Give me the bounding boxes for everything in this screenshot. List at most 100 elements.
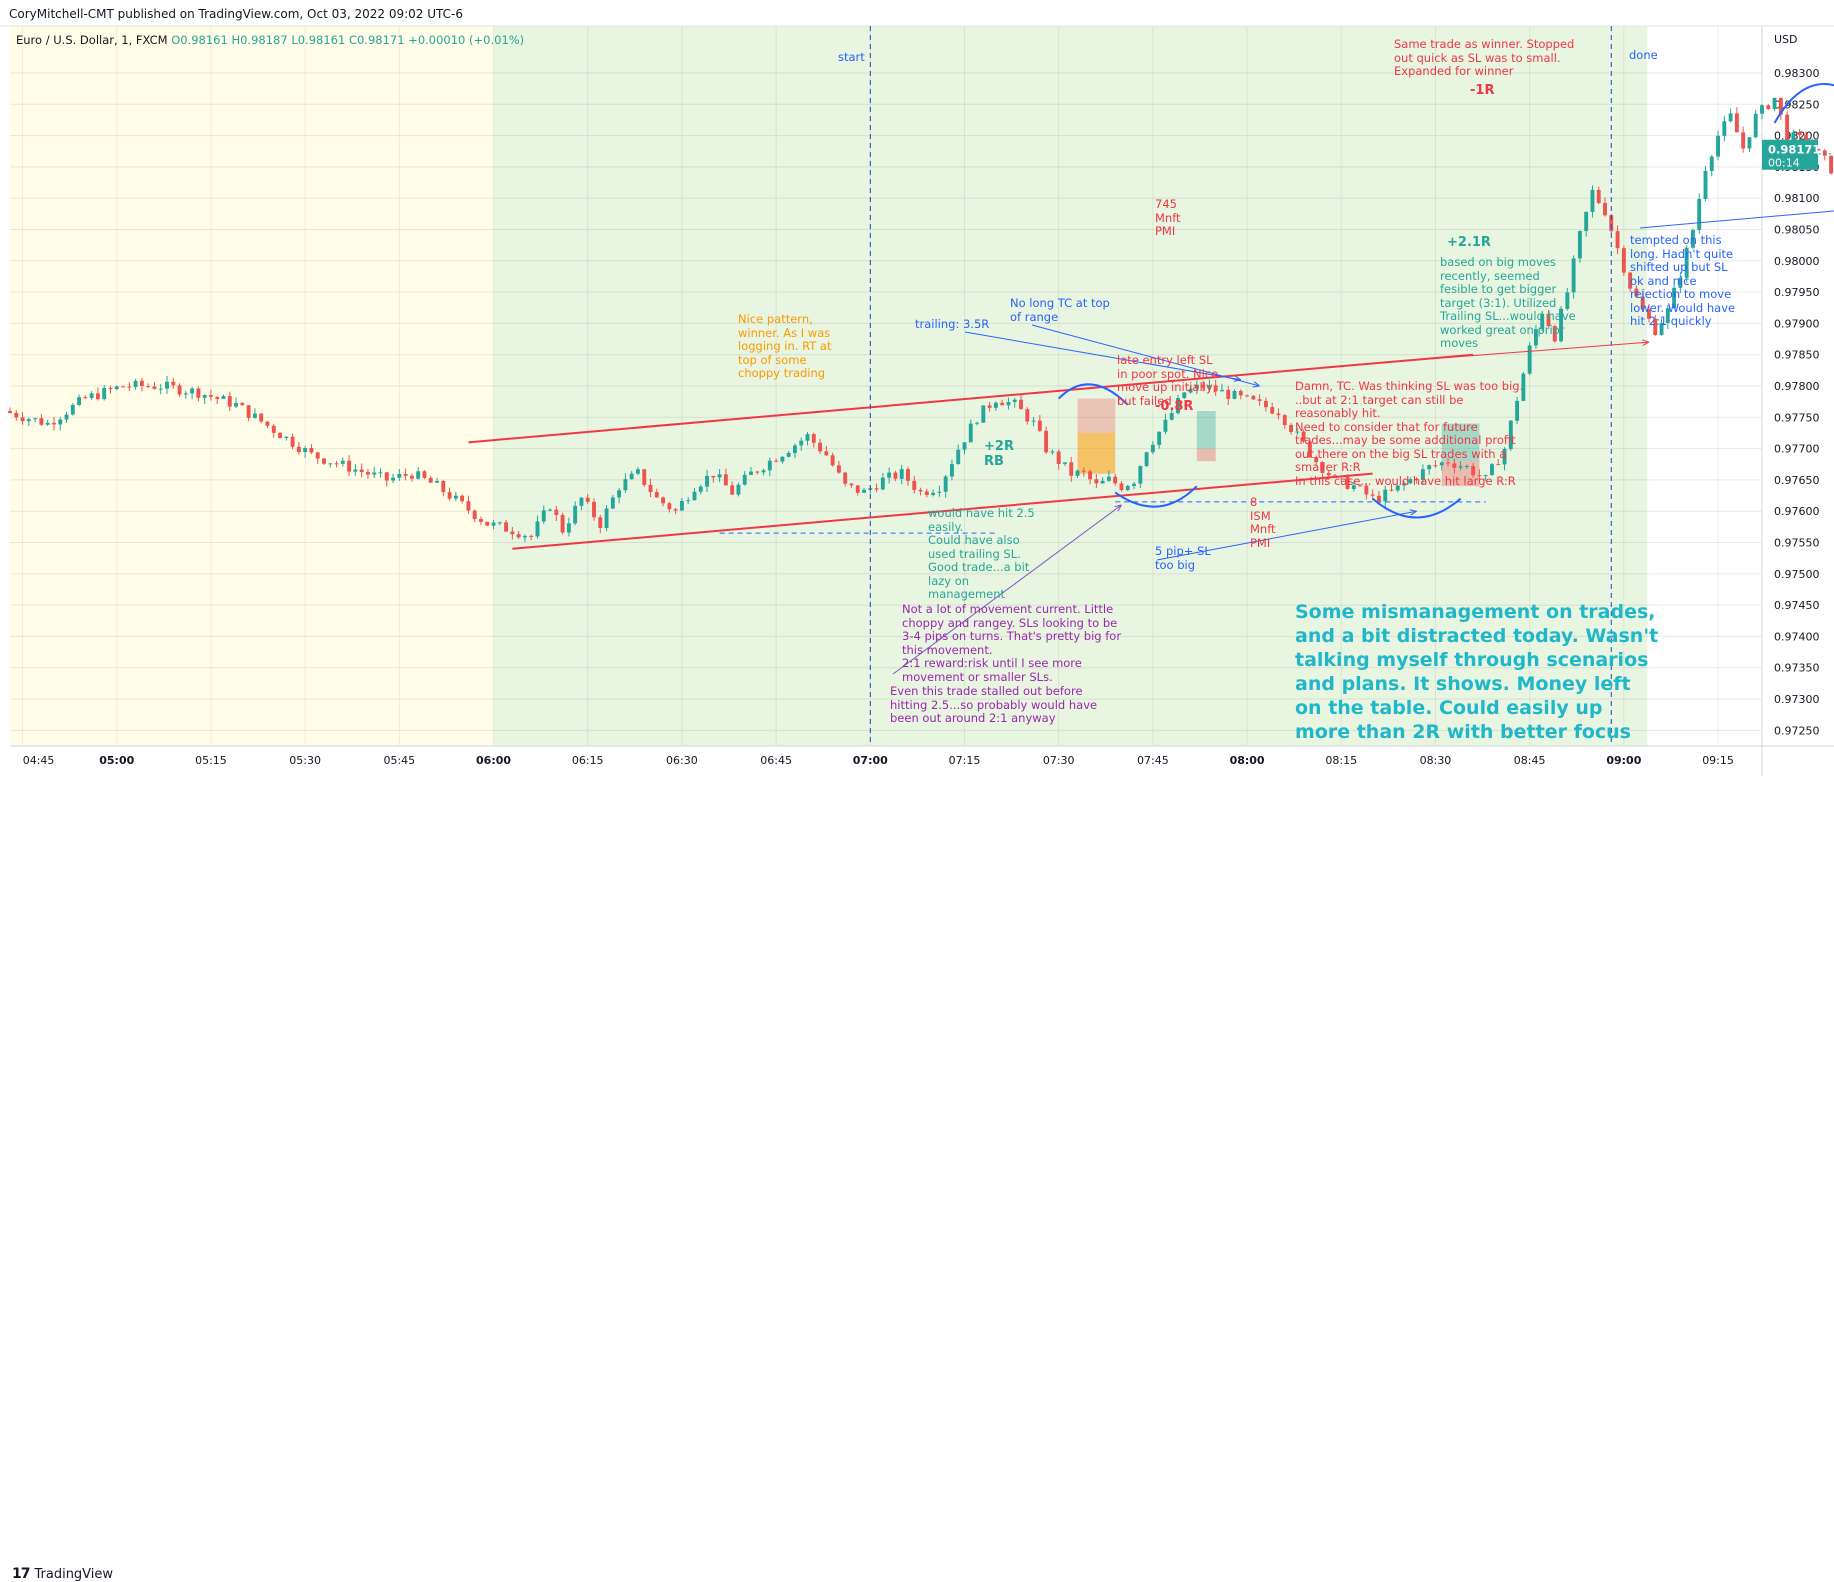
candle-body: [1351, 485, 1356, 489]
candle-body: [466, 501, 471, 511]
candle-body: [824, 451, 829, 456]
candle-body: [1829, 155, 1834, 174]
trade2-target-zone: [1196, 411, 1216, 449]
candle-body: [811, 434, 816, 443]
candle-body: [1326, 472, 1331, 476]
price-tick-label: 0.97400: [1774, 630, 1820, 643]
candle-body: [1251, 395, 1256, 400]
tradingview-logo[interactable]: 17 TradingView: [12, 1566, 113, 1582]
candle-body: [1490, 464, 1494, 476]
candle-body: [522, 535, 527, 538]
price-chart[interactable]: 0.983000.982500.982000.981500.981000.980…: [0, 0, 1834, 780]
candle-body: [441, 480, 446, 493]
price-tick-label: 0.98050: [1774, 223, 1820, 236]
candle-body: [70, 404, 75, 415]
time-tick-label: 07:15: [949, 754, 981, 767]
candle-body: [1163, 419, 1168, 432]
candle-body: [541, 510, 546, 522]
trade2-arc: [1114, 485, 1198, 508]
candle-body: [83, 397, 88, 399]
trade3-arc: [1372, 497, 1462, 519]
candle-body: [271, 425, 276, 433]
candle-body: [730, 485, 735, 495]
candle-body: [774, 460, 779, 462]
candle-body: [755, 471, 760, 473]
candle-body: [1628, 272, 1633, 289]
price-tick-label: 0.97700: [1774, 443, 1820, 456]
candle-body: [604, 508, 609, 528]
candle-body: [1571, 258, 1576, 293]
candle-body: [1182, 392, 1187, 399]
candle-body: [1339, 475, 1344, 477]
symbol-legend[interactable]: Euro / U.S. Dollar, 1, FXCM O0.98161 H0.…: [16, 33, 524, 47]
candle-body: [39, 418, 44, 425]
candle-body: [315, 452, 320, 459]
candle-body: [422, 471, 427, 478]
candle-body: [1056, 451, 1061, 464]
candle-body: [1301, 431, 1306, 442]
candle-body: [836, 465, 841, 473]
price-tick-label: 0.97900: [1774, 317, 1820, 330]
candle-body: [962, 442, 967, 450]
price-tick-label: 0.98100: [1774, 192, 1820, 205]
candle-body: [33, 418, 38, 420]
candle-body: [491, 522, 496, 526]
currency-label: USD: [1774, 33, 1798, 46]
candle-body: [937, 491, 942, 493]
candle-body: [453, 495, 458, 499]
annotation-nice-pattern: Nice pattern, winner. As I was logging i…: [738, 312, 832, 380]
candle-body: [1741, 132, 1746, 149]
candle-body: [1439, 462, 1444, 466]
candle-body: [1678, 277, 1683, 288]
candle-body: [792, 445, 797, 453]
candle-body: [1019, 399, 1023, 410]
price-tick-label: 0.97550: [1774, 537, 1820, 550]
candle-body: [1621, 248, 1626, 273]
candle-body: [177, 385, 182, 395]
time-tick-label: 05:15: [195, 754, 227, 767]
candle-body: [1176, 398, 1180, 414]
candle-body: [265, 421, 270, 426]
annotation-big-moves: based on big moves recently, seemed fesi…: [1440, 255, 1576, 350]
candle-body: [1383, 489, 1388, 502]
candle-body: [1295, 431, 1300, 433]
annotation-would-have-hit: would have hit 2.5 easily. Could have al…: [928, 506, 1035, 601]
annotation-minus-0-8r: -0.8R: [1155, 399, 1194, 414]
candle-body: [1797, 132, 1802, 136]
symbol-name: Euro / U.S. Dollar, 1, FXCM: [16, 33, 168, 47]
candle-body: [1113, 476, 1118, 484]
annotation-damn-tc: Damn, TC. Was thinking SL was too big. .…: [1295, 379, 1524, 474]
candle-body: [1672, 287, 1677, 309]
candle-body: [215, 396, 220, 399]
annotation-no-long-tc: No long TC at top of range: [1010, 296, 1110, 324]
candle-body: [1496, 464, 1501, 466]
candle-body: [1734, 113, 1739, 133]
candle-body: [303, 448, 308, 453]
candle-body: [610, 497, 615, 509]
time-tick-label: 05:30: [289, 754, 321, 767]
candle-body: [1276, 413, 1281, 416]
candle-body: [384, 472, 389, 481]
candle-body: [1320, 462, 1325, 473]
candle-body: [165, 381, 169, 389]
candle-body: [636, 469, 640, 474]
candle-body: [52, 422, 56, 425]
candle-body: [208, 395, 213, 397]
candle-body: [428, 477, 433, 483]
candle-body: [1471, 466, 1476, 476]
candle-body: [1031, 420, 1036, 422]
price-tick-label: 0.97800: [1774, 380, 1820, 393]
candle-body: [855, 485, 860, 493]
candle-body: [698, 486, 703, 492]
time-tick-label: 06:15: [572, 754, 604, 767]
candle-body: [1791, 132, 1796, 141]
time-tick-label: 06:30: [666, 754, 698, 767]
candle-body: [1408, 479, 1413, 484]
candle-body: [617, 490, 622, 498]
footer: 17 TradingView: [0, 780, 1834, 1582]
candle-body: [560, 514, 565, 533]
candle-body: [554, 509, 559, 515]
time-tick-label: 09:00: [1606, 754, 1641, 767]
candle-body: [89, 393, 94, 398]
candle-body: [1188, 388, 1193, 393]
